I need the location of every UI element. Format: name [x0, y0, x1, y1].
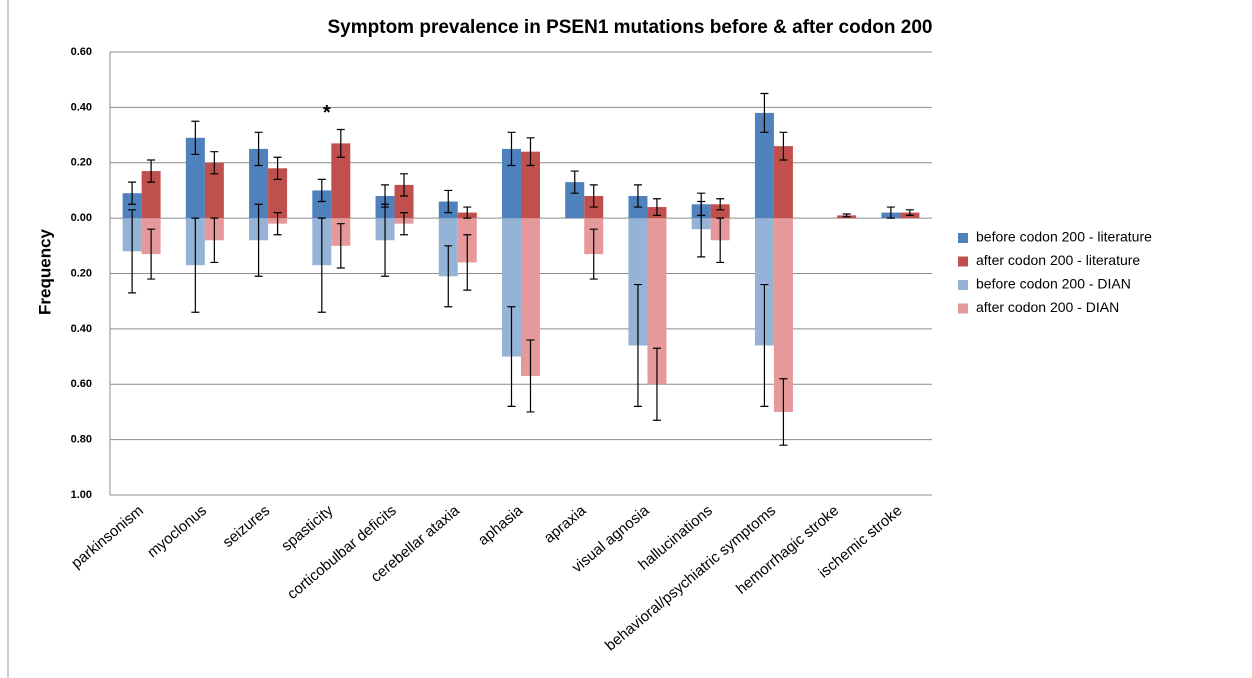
- error-bar: [191, 217, 200, 313]
- error-bar: [336, 128, 345, 158]
- error-bar: [842, 213, 851, 218]
- error-bar: [444, 245, 453, 308]
- x-tick-label: parkinsonism: [68, 502, 147, 572]
- error-bar: [400, 211, 409, 236]
- bar: [773, 218, 793, 412]
- y-tick-label: 0.20: [71, 157, 92, 169]
- y-tick-label: 0.80: [71, 434, 92, 446]
- bar: [502, 148, 521, 219]
- error-bar: [381, 184, 390, 208]
- legend-label: before codon 200 - DIAN: [976, 276, 1131, 292]
- error-bar: [716, 217, 725, 264]
- error-bar: [254, 203, 263, 277]
- x-tick-label: aphasia: [475, 502, 527, 549]
- error-bar: [400, 173, 409, 197]
- error-bar: [760, 283, 769, 407]
- error-bar: [526, 339, 535, 413]
- bar: [502, 218, 521, 357]
- annotation: *: [323, 102, 331, 124]
- legend-label: after codon 200 - DIAN: [976, 299, 1119, 315]
- error-bar: [507, 306, 516, 407]
- x-tick-label: seizures: [219, 502, 273, 551]
- error-bar: [697, 192, 706, 216]
- x-tick-label: myoclonus: [144, 502, 210, 561]
- y-tick-label: 0.40: [71, 323, 92, 335]
- bar: [268, 168, 288, 219]
- bar: [185, 137, 205, 219]
- error-bar: [589, 228, 598, 280]
- bar: [312, 190, 332, 219]
- legend-swatch: [958, 303, 968, 314]
- error-bar: [463, 206, 472, 219]
- x-tick-label: hemorrhagic stroke: [733, 502, 842, 598]
- bar: [249, 148, 269, 219]
- bar: [754, 218, 774, 346]
- bar: [394, 184, 414, 219]
- bar: [710, 204, 730, 219]
- error-bar: [905, 209, 914, 216]
- bar: [122, 193, 142, 219]
- error-bar: [589, 184, 598, 208]
- error-bar: [463, 234, 472, 291]
- error-bar: [191, 120, 200, 156]
- y-tick-label: 1.00: [71, 489, 92, 501]
- y-tick-label: 0.20: [71, 267, 92, 279]
- error-bar: [716, 198, 725, 211]
- error-bar: [147, 228, 156, 280]
- y-tick-label: 0.60: [71, 46, 92, 58]
- x-tick-label: corticobulbar deficits: [284, 502, 400, 603]
- y-tick-label: 0.00: [71, 212, 92, 224]
- bar: [331, 143, 351, 219]
- error-bar: [128, 181, 137, 205]
- error-bar: [317, 178, 326, 203]
- bar: [565, 182, 585, 219]
- y-tick-label: 0.40: [71, 101, 92, 113]
- error-bar: [570, 170, 579, 194]
- bar: [521, 218, 540, 376]
- error-bar: [273, 156, 282, 180]
- error-bar: [652, 347, 661, 421]
- legend-swatch: [958, 280, 968, 290]
- error-bar: [760, 92, 769, 133]
- error-bar: [633, 283, 642, 407]
- x-tick-label: spasticity: [278, 502, 337, 555]
- x-tick-label: apraxia: [541, 502, 590, 547]
- bar: [141, 171, 161, 219]
- error-bar: [779, 378, 788, 446]
- error-bar: [147, 159, 156, 183]
- y-tick-label: 0.60: [71, 378, 92, 390]
- legend-swatch: [958, 256, 968, 267]
- error-bar: [652, 198, 661, 216]
- bar: [647, 218, 667, 385]
- bar: [204, 162, 224, 219]
- bar: [754, 112, 774, 219]
- error-bar: [507, 131, 516, 167]
- error-bar: [886, 206, 895, 219]
- error-bar: [633, 184, 642, 208]
- error-bar: [210, 151, 219, 175]
- error-bar: [128, 209, 137, 294]
- error-bar: [336, 223, 345, 269]
- error-bar: [526, 137, 535, 167]
- bar: [628, 218, 648, 346]
- legend-swatch: [958, 233, 968, 243]
- error-bar: [273, 211, 282, 236]
- bar: [773, 146, 793, 219]
- bar: [521, 151, 540, 219]
- legend-label: after codon 200 - literature: [976, 252, 1140, 268]
- error-bar: [779, 131, 788, 161]
- error-bar: [210, 217, 219, 264]
- y-axis-label: Frequency: [35, 228, 54, 315]
- chart-title: Symptom prevalence in PSEN1 mutations be…: [328, 17, 933, 38]
- error-bar: [444, 189, 453, 214]
- legend-label: before codon 200 - literature: [976, 229, 1152, 245]
- error-bar: [254, 131, 263, 167]
- error-bar: [317, 217, 326, 313]
